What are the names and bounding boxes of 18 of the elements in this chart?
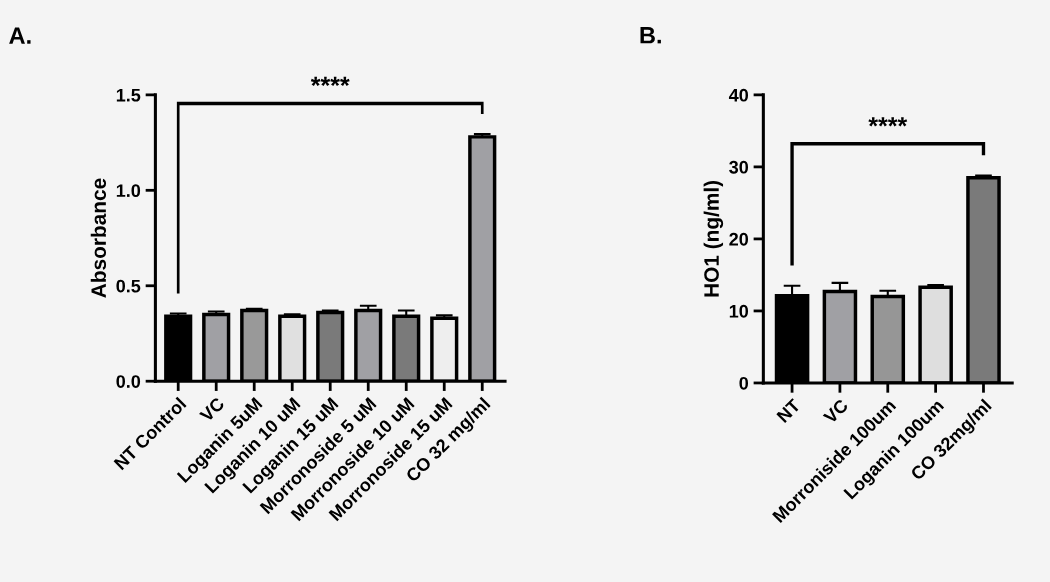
y-axis-title: HO1 (ng/ml) xyxy=(703,180,724,297)
y-axis-title: Absorbance xyxy=(90,178,107,298)
y-tick-label: 30 xyxy=(729,160,749,174)
y-tick-label: 0.0 xyxy=(116,375,141,388)
y-tick-label: 0 xyxy=(739,376,749,390)
y-tick-label: 1.0 xyxy=(116,184,141,198)
x-tick-label: VC xyxy=(822,398,849,425)
x-tick-label: NT xyxy=(776,398,802,423)
x-tick-label: VC xyxy=(198,396,226,423)
y-tick-label: 40 xyxy=(728,88,749,102)
chart-title: A. xyxy=(9,27,31,44)
text: **** xyxy=(310,76,350,87)
chart-title: B. xyxy=(640,27,661,44)
y-tick-label: 1.5 xyxy=(116,88,141,102)
y-tick-label: 0.5 xyxy=(116,279,141,293)
y-tick-label: 10 xyxy=(729,304,749,318)
annotation: **** xyxy=(868,117,908,127)
y-tick-label: 20 xyxy=(729,232,749,246)
